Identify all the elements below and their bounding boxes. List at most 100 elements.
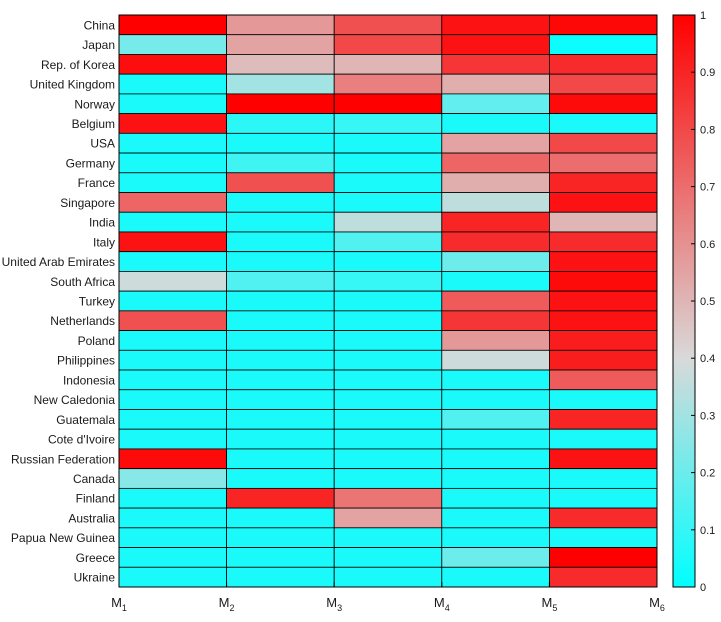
row-label: USA: [90, 137, 115, 151]
heatmap-cell: [118, 152, 227, 174]
heatmap-cell: [333, 73, 443, 95]
heatmap-cell: [549, 14, 658, 36]
heatmap-cell: [333, 172, 443, 193]
colorbar-tick-label: 0.9: [700, 67, 715, 79]
heatmap-cell: [333, 330, 443, 351]
heatmap-cell: [549, 54, 658, 75]
heatmap-cell: [549, 566, 658, 588]
heatmap-cell: [441, 468, 550, 489]
row-labels: China Japan Rep. of Korea United Kingdom Nor…: [2, 18, 116, 584]
heatmap-cell: [118, 389, 227, 410]
x-tick-label: M2: [219, 595, 235, 613]
heatmap-cell: [549, 448, 658, 470]
heatmap-cell: [118, 409, 227, 430]
colorbar-tick-label: 0.3: [700, 410, 715, 422]
heatmap-cell: [226, 468, 335, 489]
heatmap-cell: [441, 527, 550, 548]
heatmap-cell: [118, 271, 227, 292]
row-label: China: [84, 18, 116, 32]
heatmap-cell: [226, 251, 335, 272]
row-label: Canada: [73, 472, 115, 486]
heatmap-cell: [549, 152, 658, 174]
heatmap-cell: [441, 448, 550, 470]
row-label: Netherlands: [50, 314, 115, 328]
heatmap-cell: [333, 93, 443, 115]
heatmap-cell: [441, 330, 550, 351]
heatmap-cell: [118, 290, 227, 312]
row-label: Indonesia: [63, 373, 115, 387]
heatmap-cell: [226, 14, 335, 36]
heatmap-cell: [333, 34, 443, 55]
heatmap-cell: [333, 527, 443, 548]
heatmap-cell: [549, 192, 658, 213]
heatmap-cell: [226, 448, 335, 470]
heatmap-cell: [118, 211, 227, 233]
heatmap-cell: [226, 211, 335, 233]
heatmap-cell: [333, 14, 443, 36]
heatmap-cell: [549, 172, 658, 193]
heatmap-cell: [333, 389, 443, 410]
heatmap-cell: [549, 389, 658, 410]
row-label: Finland: [76, 492, 115, 506]
heatmap-cell: [226, 93, 335, 115]
heatmap-cell: [226, 330, 335, 351]
heatmap-cell: [333, 211, 443, 233]
row-label: Poland: [78, 334, 115, 348]
heatmap-cell: [441, 192, 550, 213]
row-label: Singapore: [60, 196, 115, 210]
heatmap-cell: [441, 566, 550, 588]
heatmap-cell: [333, 507, 443, 529]
heatmap-cell: [118, 448, 227, 470]
row-label: Russian Federation: [11, 452, 115, 466]
heatmap-cell: [333, 54, 443, 75]
heatmap-cell: [118, 54, 227, 75]
x-tick-label: M6: [649, 595, 665, 613]
heatmap-cell: [549, 73, 658, 95]
heatmap-cell: [118, 507, 227, 529]
heatmap-cell: [333, 290, 443, 312]
heatmap-cell: [226, 54, 335, 75]
heatmap-cell: [226, 547, 335, 568]
heatmap-cell: [118, 527, 227, 548]
heatmap-cell: [549, 527, 658, 548]
heatmap-cell: [441, 389, 550, 410]
heatmap-cell: [118, 310, 227, 331]
heatmap-cell: [441, 251, 550, 272]
heatmap-cell: [226, 527, 335, 548]
heatmap-cells: [118, 14, 658, 588]
heatmap-cell: [441, 369, 550, 391]
heatmap-cell: [441, 349, 550, 371]
heatmap-cell: [549, 330, 658, 351]
heatmap-cell: [226, 409, 335, 430]
heatmap-cell: [549, 349, 658, 371]
heatmap-cell: [226, 34, 335, 55]
heatmap-cell: [441, 507, 550, 529]
heatmap-cell: [226, 172, 335, 193]
heatmap-cell: [549, 231, 658, 253]
heatmap-cell: [226, 152, 335, 174]
heatmap-cell: [441, 152, 550, 174]
heatmap-cell: [333, 409, 443, 430]
heatmap-cell: [118, 251, 227, 272]
heatmap-cell: [226, 369, 335, 391]
heatmap-cell: [333, 310, 443, 331]
heatmap-cell: [118, 73, 227, 95]
heatmap-cell: [441, 14, 550, 36]
row-label: Greece: [76, 551, 116, 565]
heatmap-cell: [549, 487, 658, 509]
heatmap-cell: [118, 468, 227, 489]
heatmap-cell: [549, 271, 658, 292]
row-label: United Arab Emirates: [2, 255, 115, 269]
heatmap-cell: [441, 34, 550, 55]
heatmap-cell: [441, 290, 550, 312]
heatmap-cell: [118, 192, 227, 213]
heatmap-cell: [333, 132, 443, 154]
row-label: Belgium: [72, 117, 115, 131]
heatmap-cell: [549, 132, 658, 154]
heatmap-cell: [226, 192, 335, 213]
colorbar-tick-label: 0.4: [700, 353, 715, 365]
row-label: Japan: [82, 38, 115, 52]
heatmap-cell: [441, 487, 550, 509]
heatmap-cell: [118, 34, 227, 55]
